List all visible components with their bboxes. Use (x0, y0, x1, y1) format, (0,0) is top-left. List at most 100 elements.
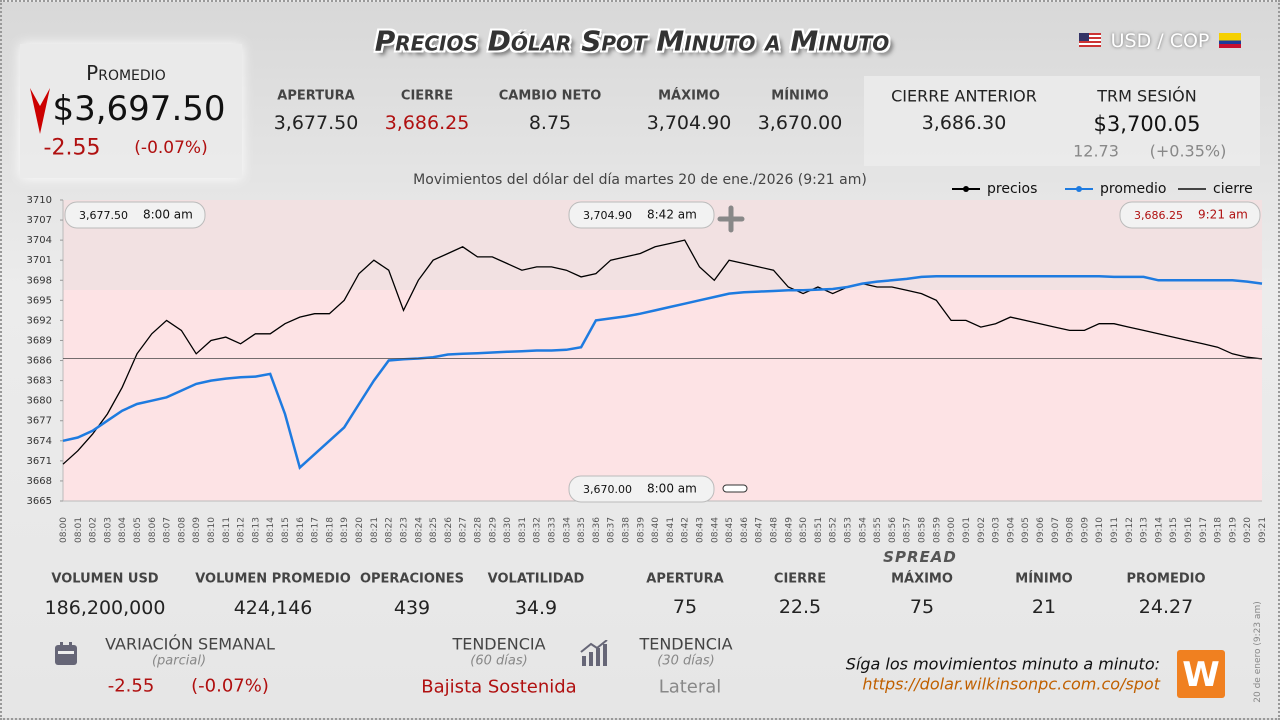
x-tick-label: 08:04 (118, 517, 128, 543)
x-tick-label: 08:46 (740, 517, 750, 543)
x-tick-label: 08:03 (103, 517, 113, 543)
y-tick-label: 3677 (27, 416, 52, 427)
x-tick-label: 08:55 (873, 517, 883, 543)
y-tick-label: 3695 (27, 295, 52, 306)
flag-us (1079, 33, 1101, 47)
x-tick-label: 09:05 (1021, 517, 1031, 543)
volume-value: 34.9 (514, 597, 558, 619)
spread-label: PROMEDIO (1126, 571, 1206, 587)
trend60-value: Bajista Sostenida (421, 676, 577, 698)
x-tick-label: 09:16 (1184, 517, 1194, 543)
x-tick-label: 08:29 (488, 517, 498, 543)
volume-label: OPERACIONES (359, 571, 465, 587)
trm-change-pct: (+0.35%) (1149, 141, 1227, 161)
x-tick-label: 08:22 (385, 517, 395, 543)
y-tick-label: 3692 (27, 315, 52, 326)
summary-change: -2.55 (43, 135, 101, 161)
legend-label: precios (987, 181, 1037, 197)
x-tick-label: 08:56 (888, 517, 898, 543)
stat-value: 3,677.50 (273, 112, 359, 134)
x-tick-label: 09:04 (1006, 517, 1016, 543)
x-tick-label: 08:07 (163, 517, 173, 543)
x-tick-label: 09:08 (1066, 517, 1076, 543)
weekly-change: -2.55 (107, 675, 155, 697)
stat-label: MÁXIMO (658, 88, 720, 104)
x-tick-label: 08:23 (399, 517, 409, 543)
footer-text: Síga los movimientos minuto a minuto: (845, 654, 1160, 674)
x-tick-label: 08:18 (325, 517, 335, 543)
x-tick-label: 08:28 (473, 517, 483, 543)
date-note: 20 de enero (9:23 am) (1253, 601, 1263, 703)
y-tick-label: 3674 (27, 436, 52, 447)
y-tick-label: 3683 (27, 376, 52, 387)
callout-value: 3,677.50 (79, 209, 128, 222)
footer-url[interactable]: https://dolar.wilkinsonpc.com.co/spot (862, 674, 1160, 694)
x-tick-label: 09:15 (1169, 517, 1179, 543)
spread-value: 21 (1031, 596, 1057, 618)
summary-value: $3,697.50 (52, 89, 226, 129)
callout (568, 201, 715, 229)
x-tick-label: 08:09 (192, 517, 202, 543)
spread-label: APERTURA (646, 571, 724, 587)
y-tick-label: 3701 (27, 255, 52, 266)
x-tick-label: 09:00 (947, 517, 957, 543)
x-tick-label: 08:15 (281, 517, 291, 543)
x-tick-label: 08:50 (799, 517, 809, 543)
trm-label: TRM SESIÓN (1097, 86, 1197, 106)
summary-change-pct: (-0.07%) (134, 138, 208, 158)
x-tick-label: 08:12 (237, 517, 247, 543)
legend-label: promedio (1100, 181, 1167, 197)
x-tick-label: 08:53 (844, 517, 854, 543)
flag-co (1219, 33, 1241, 48)
x-tick-label: 08:32 (533, 517, 543, 543)
x-tick-label: 08:47 (755, 517, 765, 543)
x-tick-label: 09:07 (1051, 517, 1061, 543)
trend-icon (580, 640, 608, 666)
callout-value: 3,670.00 (583, 483, 632, 496)
x-tick-label: 08:10 (207, 517, 217, 543)
callout (64, 201, 206, 229)
y-tick-label: 3689 (27, 335, 52, 346)
spread-label: CIERRE (773, 571, 827, 587)
prev-close-label: CIERRE ANTERIOR (891, 86, 1037, 106)
x-tick-label: 08:00 (59, 517, 69, 543)
x-tick-label: 08:41 (666, 517, 676, 543)
stat-value: 3,686.25 (384, 112, 470, 134)
y-tick-label: 3665 (27, 496, 52, 507)
trm-change: 12.73 (1073, 141, 1119, 161)
y-tick-label: 3686 (27, 356, 52, 367)
x-tick-label: 08:37 (607, 517, 617, 543)
logo: W (1177, 650, 1225, 698)
x-tick-label: 08:21 (370, 517, 380, 543)
x-tick-label: 08:11 (222, 517, 232, 543)
x-tick-label: 08:36 (592, 517, 602, 543)
trend60-note: (60 días) (470, 653, 528, 669)
weekly-label: VARIACIÓN SEMANAL (105, 634, 275, 654)
x-tick-label: 08:52 (829, 517, 839, 543)
stat-label: CIERRE (400, 88, 454, 104)
x-tick-label: 08:33 (547, 517, 557, 543)
x-tick-label: 08:39 (636, 517, 646, 543)
x-tick-label: 08:57 (903, 517, 913, 543)
series-line (62, 239, 1263, 465)
x-tick-label: 09:14 (1154, 517, 1164, 543)
x-tick-label: 08:35 (577, 517, 587, 543)
legend-dot (963, 186, 969, 192)
x-tick-label: 08:44 (710, 517, 720, 543)
y-tick-label: 3710 (27, 195, 52, 206)
x-tick-label: 09:18 (1214, 517, 1224, 543)
x-tick-label: 08:31 (518, 517, 528, 543)
x-tick-label: 08:20 (355, 517, 365, 543)
spread-label: MÁXIMO (891, 571, 953, 587)
x-tick-label: 08:02 (89, 517, 99, 543)
x-tick-label: 08:13 (251, 517, 261, 543)
x-tick-label: 08:48 (770, 517, 780, 543)
x-tick-label: 08:45 (725, 517, 735, 543)
callout (1119, 201, 1261, 229)
callout (568, 475, 715, 503)
volume-label: VOLUMEN USD (51, 571, 159, 587)
currency-pair: USD / COP (1110, 30, 1210, 52)
x-tick-label: 08:43 (696, 517, 706, 543)
